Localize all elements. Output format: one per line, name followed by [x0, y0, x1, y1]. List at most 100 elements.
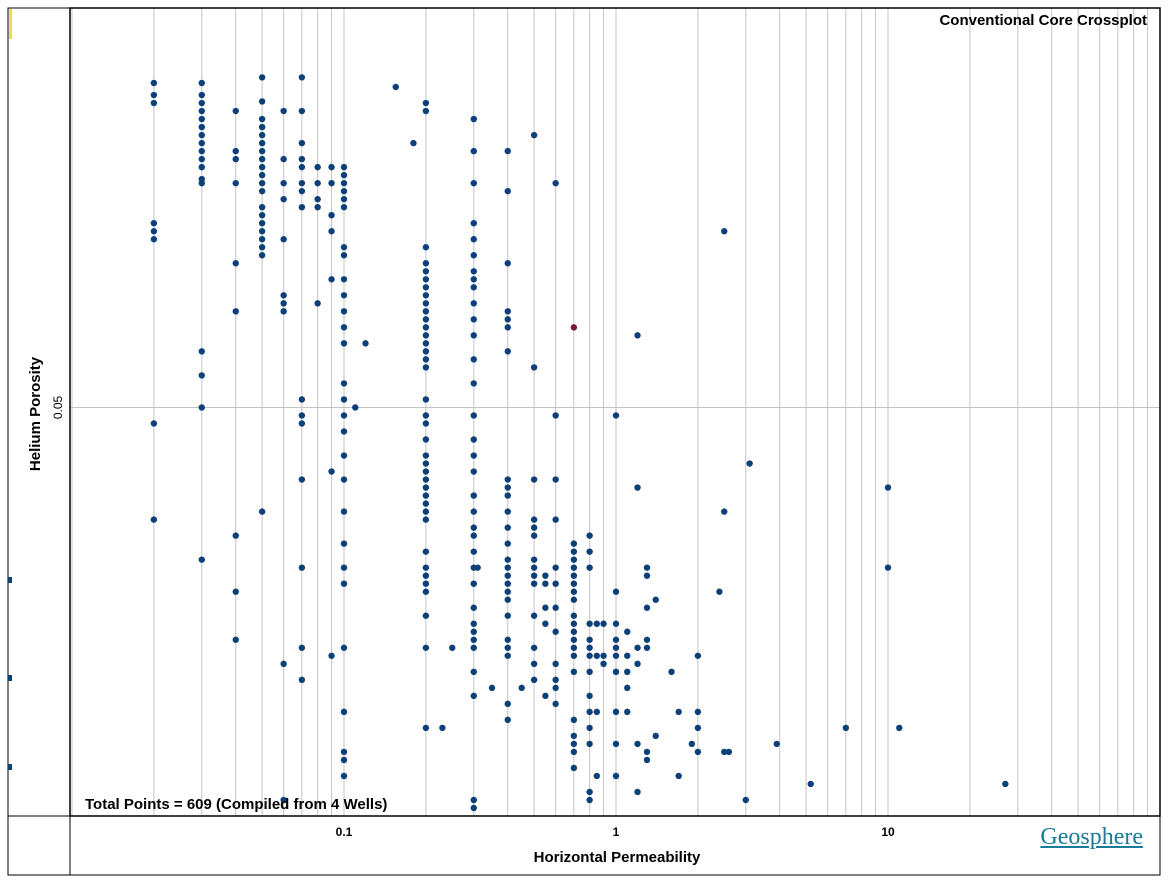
data-point: [422, 580, 430, 587]
data-point: [280, 300, 287, 307]
data-point: [612, 636, 620, 643]
data-point: [634, 332, 641, 339]
data-point: [198, 372, 205, 379]
data-point: [328, 211, 335, 219]
data-point: [314, 179, 321, 187]
data-point: [298, 564, 306, 571]
data-point: [298, 139, 306, 147]
data-point: [488, 684, 496, 692]
data-point: [504, 652, 511, 659]
data-point: [470, 796, 477, 804]
data-point: [298, 187, 306, 195]
data-point: [542, 620, 549, 627]
data-point: [552, 604, 559, 611]
data-point: [504, 596, 511, 603]
data-point: [624, 708, 631, 716]
data-point: [422, 460, 430, 467]
data-point: [258, 139, 266, 147]
data-point: [586, 564, 593, 571]
data-point: [474, 564, 481, 571]
data-point: [624, 684, 631, 692]
data-point: [552, 564, 559, 571]
data-point: [328, 163, 335, 171]
data-point: [470, 236, 477, 243]
data-point: [280, 107, 287, 115]
data-point: [422, 300, 430, 307]
data-point: [258, 179, 266, 187]
data-point: [586, 548, 593, 555]
data-point: [422, 436, 430, 443]
data-point: [470, 276, 477, 283]
data-point: [643, 756, 651, 764]
data-point: [422, 588, 430, 595]
data-point: [340, 171, 348, 179]
data-point: [258, 155, 266, 163]
data-point: [328, 468, 335, 475]
data-point: [280, 292, 287, 299]
data-point: [280, 179, 287, 187]
data-point: [422, 484, 430, 491]
data-point: [542, 692, 549, 700]
data-point: [504, 700, 511, 708]
data-point: [694, 724, 702, 732]
data-point: [742, 796, 749, 804]
data-point: [328, 179, 335, 187]
data-point: [198, 79, 205, 87]
data-point: [470, 468, 477, 475]
data-point: [470, 452, 477, 459]
geosphere-watermark: Geosphere: [1040, 824, 1143, 850]
data-point: [328, 276, 335, 283]
data-point: [530, 364, 538, 371]
y-tick-label: 0.05: [51, 395, 65, 419]
data-point: [258, 508, 266, 515]
data-point: [842, 724, 850, 732]
data-point: [570, 572, 578, 579]
x-tick-label: 0.1: [336, 825, 353, 839]
data-point: [600, 620, 607, 627]
data-point: [570, 620, 578, 627]
data-point: [340, 252, 348, 259]
data-point: [422, 284, 430, 291]
data-point: [716, 588, 723, 595]
data-point: [530, 676, 538, 684]
data-point: [298, 155, 306, 163]
data-point: [600, 660, 607, 668]
data-point: [198, 115, 205, 123]
data-point: [470, 628, 477, 635]
data-point: [298, 179, 306, 187]
chart-title: Conventional Core Crossplot: [939, 12, 1147, 29]
data-point: [198, 123, 205, 131]
data-point: [340, 748, 348, 756]
data-point: [470, 316, 477, 323]
data-point: [258, 203, 266, 211]
data-point: [280, 236, 287, 243]
data-point: [896, 724, 903, 732]
data-point: [530, 476, 538, 483]
data-point: [552, 179, 559, 187]
data-point: [552, 476, 559, 483]
data-point: [570, 740, 578, 748]
data-point: [504, 564, 511, 571]
data-point: [675, 708, 682, 716]
data-point: [150, 420, 158, 427]
data-point: [340, 163, 348, 171]
data-point: [340, 756, 348, 764]
data-point: [340, 708, 348, 716]
data-point: [340, 540, 348, 547]
data-point: [694, 748, 702, 756]
y-axis-label: Helium Porosity: [27, 356, 44, 471]
data-point: [643, 748, 651, 756]
data-point: [340, 179, 348, 187]
data-point: [570, 564, 578, 571]
data-point: [410, 139, 417, 147]
data-point: [150, 228, 158, 235]
data-point: [258, 252, 266, 259]
data-point: [552, 700, 559, 708]
data-point: [340, 412, 348, 419]
data-point: [470, 668, 477, 676]
data-point: [643, 636, 651, 643]
data-point: [634, 740, 641, 748]
data-point: [612, 588, 620, 595]
data-point: [340, 292, 348, 299]
data-point: [552, 580, 559, 587]
